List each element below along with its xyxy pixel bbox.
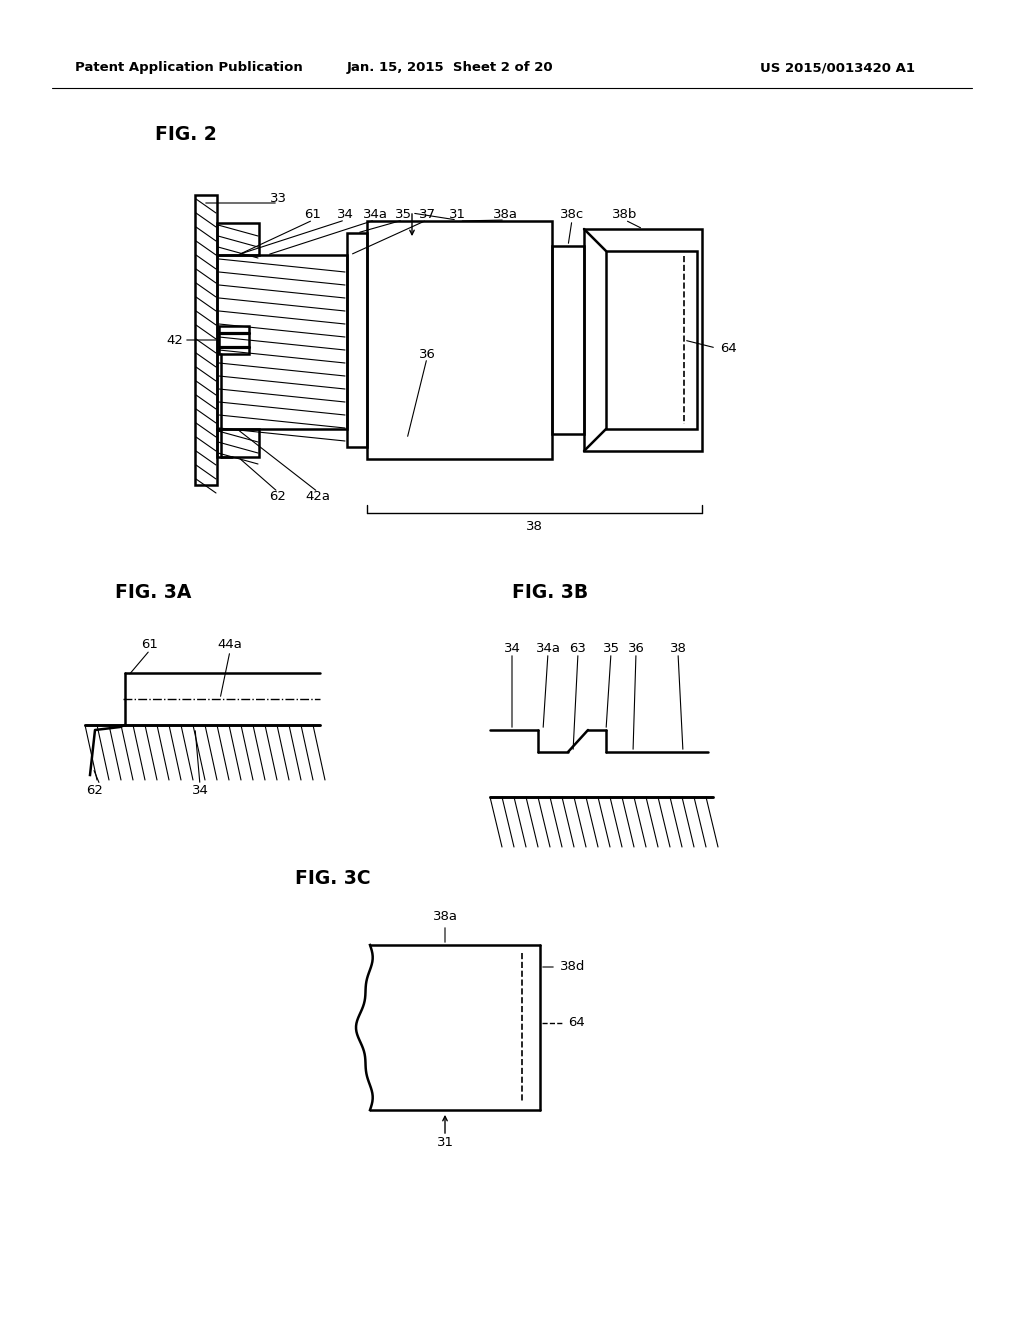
Text: 64: 64 xyxy=(720,342,736,355)
Text: FIG. 3B: FIG. 3B xyxy=(512,582,588,602)
Text: 34: 34 xyxy=(191,784,209,796)
Text: 38b: 38b xyxy=(612,209,638,222)
Bar xyxy=(195,195,217,484)
Text: 62: 62 xyxy=(87,784,103,796)
Text: 31: 31 xyxy=(436,1135,454,1148)
Text: 36: 36 xyxy=(419,348,435,362)
Text: 38: 38 xyxy=(670,642,686,655)
Text: FIG. 2: FIG. 2 xyxy=(155,125,217,144)
Text: Jan. 15, 2015  Sheet 2 of 20: Jan. 15, 2015 Sheet 2 of 20 xyxy=(347,62,553,74)
Text: 38d: 38d xyxy=(560,961,586,974)
Bar xyxy=(217,429,259,457)
Text: 63: 63 xyxy=(569,642,587,655)
Text: 34: 34 xyxy=(504,642,520,655)
Text: 34a: 34a xyxy=(536,642,560,655)
Bar xyxy=(552,246,584,434)
Text: 38a: 38a xyxy=(432,911,458,924)
Bar xyxy=(217,255,347,429)
Bar xyxy=(219,326,249,354)
Text: 38: 38 xyxy=(526,520,543,533)
Text: 61: 61 xyxy=(141,639,159,652)
Text: 42: 42 xyxy=(167,334,183,346)
Bar xyxy=(347,234,367,447)
Text: 64: 64 xyxy=(568,1016,585,1030)
Bar xyxy=(367,220,552,459)
Bar xyxy=(584,228,702,451)
Text: 31: 31 xyxy=(449,209,466,222)
Text: 33: 33 xyxy=(269,191,287,205)
Text: 38c: 38c xyxy=(560,209,584,222)
Text: 62: 62 xyxy=(269,491,287,503)
Text: 35: 35 xyxy=(394,209,412,222)
Text: 44a: 44a xyxy=(217,639,243,652)
Bar xyxy=(217,223,259,255)
Text: 37: 37 xyxy=(419,209,435,222)
Text: 61: 61 xyxy=(304,209,322,222)
Bar xyxy=(606,251,697,429)
Text: 34a: 34a xyxy=(362,209,387,222)
Text: FIG. 3A: FIG. 3A xyxy=(115,582,191,602)
Text: FIG. 3C: FIG. 3C xyxy=(295,869,371,887)
Text: 38a: 38a xyxy=(493,209,517,222)
Text: 36: 36 xyxy=(628,642,644,655)
Text: 35: 35 xyxy=(602,642,620,655)
Text: 34: 34 xyxy=(337,209,353,222)
Text: US 2015/0013420 A1: US 2015/0013420 A1 xyxy=(760,62,915,74)
Text: Patent Application Publication: Patent Application Publication xyxy=(75,62,303,74)
Text: 42a: 42a xyxy=(305,491,331,503)
